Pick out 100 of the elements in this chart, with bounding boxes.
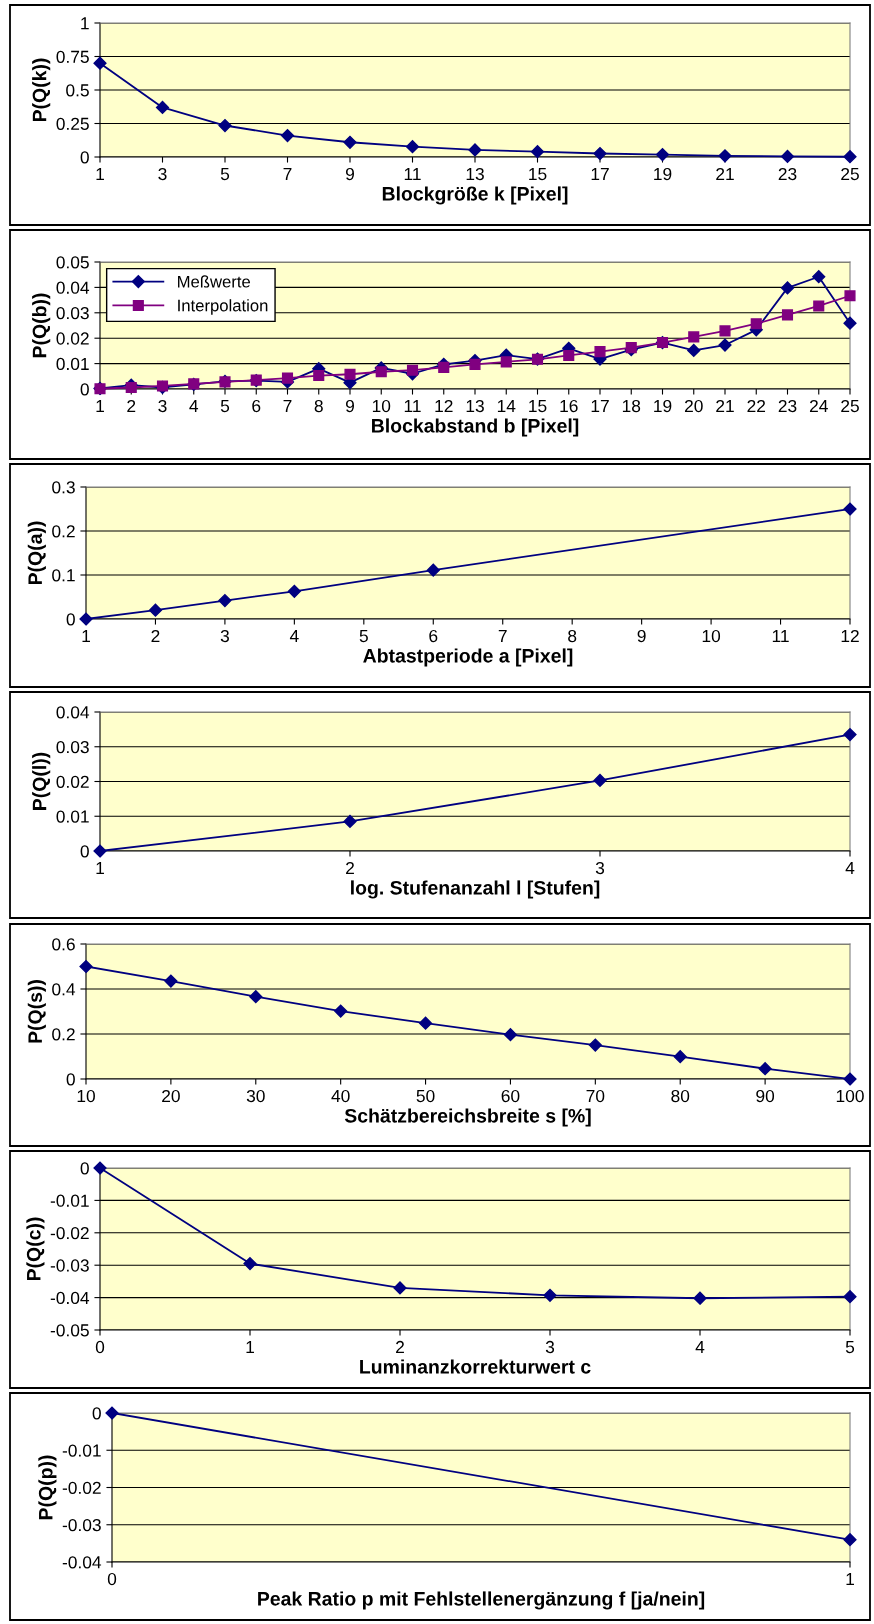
x-tick-label: 7 <box>498 630 507 642</box>
x-tick-label: 4 <box>845 862 855 874</box>
x-tick-label: 21 <box>716 167 734 180</box>
x-tick-label: 50 <box>416 1089 435 1103</box>
x-tick-label: 70 <box>586 1089 605 1103</box>
x-tick-label: 40 <box>331 1089 350 1103</box>
y-tick-label: 0.25 <box>56 117 89 130</box>
x-tick-label: 7 <box>283 400 292 412</box>
legend-label: Meßwerte <box>178 275 251 288</box>
y-tick-label: -0.01 <box>50 1194 89 1207</box>
x-tick-label: 12 <box>841 629 859 642</box>
x-tick-label: 2 <box>396 1340 404 1353</box>
x-tick-label: 18 <box>622 399 641 413</box>
x-tick-label: 8 <box>314 399 323 413</box>
x-tick-label: 5 <box>845 1341 855 1354</box>
y-tick-label: -0.03 <box>50 1259 89 1272</box>
x-tick-label: 19 <box>654 399 672 413</box>
y-tick-label: 0.02 <box>56 332 89 345</box>
x-tick-label: 20 <box>162 1089 180 1103</box>
x-tick-label: 3 <box>158 167 167 181</box>
x-tick-label: 17 <box>591 168 609 180</box>
x-tick-label: 3 <box>595 861 605 875</box>
x-tick-label: 5 <box>220 400 230 413</box>
x-tick-label: 2 <box>346 861 354 874</box>
y-tick-label: -0.02 <box>62 1481 101 1494</box>
x-tick-label: 21 <box>716 399 734 412</box>
x-tick-label: 10 <box>372 399 391 413</box>
y-tick-label: -0.02 <box>50 1226 89 1240</box>
y-tick-label: -0.01 <box>62 1444 101 1457</box>
y-axis-title: P(Q(a)) <box>27 521 46 585</box>
x-tick-label: 11 <box>404 400 421 412</box>
x-tick-label: 3 <box>158 399 167 413</box>
x-tick-label: 9 <box>637 629 646 643</box>
y-tick-label: -0.05 <box>50 1324 89 1337</box>
x-axis-title: Luminanzkorrekturwert c <box>360 1359 591 1374</box>
y-tick-label: 0.2 <box>52 1028 75 1041</box>
y-tick-label: 0.02 <box>56 775 89 788</box>
y-axis-title: P(Q(k)) <box>32 58 51 122</box>
x-axis-title: Peak Ratio p mit Fehlstellenergänzung f [ja/nein] <box>258 1591 705 1610</box>
x-tick-label: 3 <box>545 1340 555 1354</box>
x-tick-label: 90 <box>756 1089 775 1103</box>
y-axis-title: P(Q(b)) <box>32 293 51 358</box>
x-tick-label: 15 <box>529 400 547 413</box>
y-tick-label: 1 <box>81 17 89 30</box>
y-tick-label: 0.03 <box>56 306 89 320</box>
y-axis-title: P(Q(l)) <box>32 752 51 810</box>
y-tick-label: 0 <box>66 1073 75 1086</box>
y-tick-label: 0.2 <box>52 525 75 538</box>
x-tick-label: 8 <box>568 629 577 643</box>
x-tick-label: 20 <box>684 399 703 413</box>
x-tick-label: 10 <box>77 1089 95 1103</box>
x-tick-label: 16 <box>560 399 578 413</box>
x-tick-label: 4 <box>695 1341 705 1353</box>
x-tick-label: 13 <box>466 167 484 181</box>
y-tick-label: 0 <box>80 1162 89 1175</box>
y-tick-label: 0.1 <box>52 569 75 582</box>
x-tick-label: 4 <box>289 630 299 642</box>
x-tick-label: 2 <box>151 629 160 642</box>
y-tick-label: 0.3 <box>52 481 75 494</box>
x-axis-title: Abtastperiode a [Pixel] <box>363 648 573 667</box>
x-tick-label: 3 <box>220 629 229 643</box>
x-tick-label: 5 <box>220 168 230 181</box>
y-tick-label: 0.04 <box>56 706 90 719</box>
x-tick-label: 11 <box>404 168 421 180</box>
y-tick-label: 0.01 <box>56 357 89 371</box>
x-tick-label: 22 <box>747 399 766 412</box>
x-tick-label: 100 <box>836 1089 864 1103</box>
x-tick-label: 6 <box>429 629 438 643</box>
y-tick-label: 0 <box>80 845 89 858</box>
legend-label: Interpolation <box>178 299 268 315</box>
x-tick-label: 30 <box>246 1089 265 1103</box>
x-tick-label: 9 <box>345 167 355 181</box>
y-tick-label: 0 <box>92 1407 101 1420</box>
y-tick-label: -0.04 <box>62 1556 102 1569</box>
x-tick-label: 14 <box>497 400 516 412</box>
x-tick-label: 5 <box>359 630 368 643</box>
x-tick-label: 12 <box>435 399 453 412</box>
x-axis-title: Blockabstand b [Pixel] <box>372 418 579 437</box>
x-tick-label: 7 <box>283 168 292 180</box>
x-tick-label: 19 <box>654 167 672 181</box>
y-tick-label: 0.05 <box>56 256 89 269</box>
y-tick-label: 0.01 <box>56 810 89 823</box>
y-tick-label: 0 <box>80 383 89 396</box>
y-tick-label: 0.03 <box>56 740 89 754</box>
x-tick-label: 4 <box>189 400 199 412</box>
x-tick-label: 2 <box>127 399 136 412</box>
y-tick-label: 0 <box>66 613 75 626</box>
x-tick-label: 6 <box>252 399 261 413</box>
x-tick-label: 10 <box>702 629 721 643</box>
x-axis-title: Blockgröße k [Pixel] <box>382 186 568 205</box>
x-axis-title: log. Stufenanzahl l [Stufen] <box>351 880 600 899</box>
x-tick-label: 25 <box>841 167 859 181</box>
y-axis-title: P(Q(s)) <box>27 980 46 1043</box>
x-tick-label: 1 <box>246 1341 254 1353</box>
x-tick-label: 80 <box>671 1089 690 1103</box>
x-tick-label: 9 <box>345 399 355 413</box>
y-axis-title: P(Q(c)) <box>26 1217 45 1281</box>
x-tick-label: 11 <box>772 630 789 642</box>
x-axis-title: Schätzbereichsbreite s [%] <box>344 1108 591 1127</box>
y-tick-label: 0 <box>80 151 89 164</box>
